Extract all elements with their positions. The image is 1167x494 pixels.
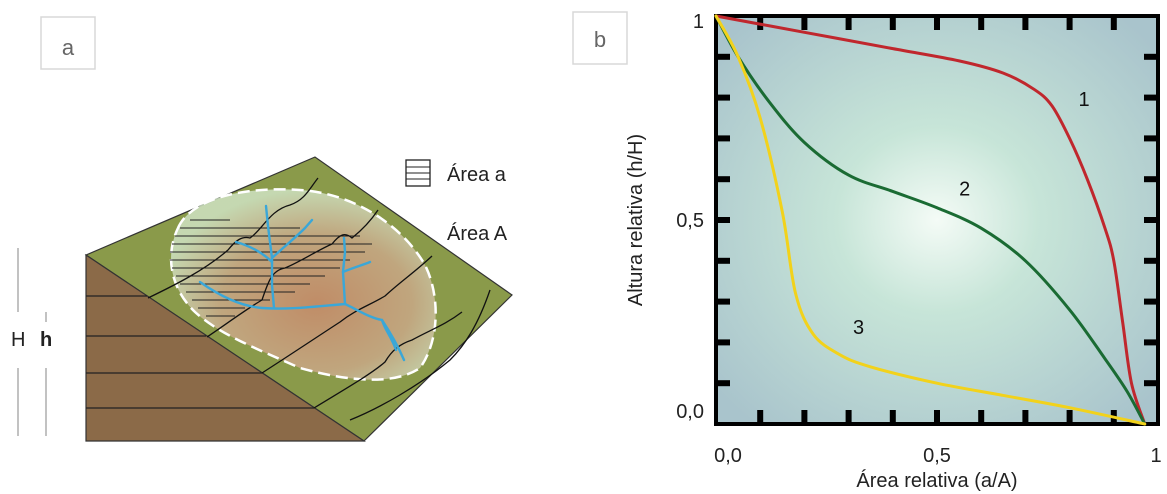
y-tick-label: 1 — [693, 11, 704, 33]
x-axis-title: Área relativa (a/A) — [856, 469, 1017, 492]
panel-a-label: a — [62, 35, 75, 60]
tick-mark-right — [1144, 217, 1158, 223]
panel-b-label: b — [594, 27, 606, 52]
tick-mark-left — [716, 257, 730, 264]
tick-mark-top — [845, 16, 852, 30]
panel-a-label-box — [40, 16, 96, 70]
tick-mark-right — [1144, 94, 1158, 101]
tick-mark-left — [716, 135, 730, 142]
series-labels: 1 2 3 — [853, 89, 1090, 339]
legend-area-a-label: Área a — [447, 163, 507, 186]
tick-mark-bottom — [1066, 410, 1073, 424]
hatched-area-a — [170, 219, 372, 317]
height-h-label: h — [40, 329, 52, 351]
tick-mark-bottom — [889, 410, 896, 424]
tick-mark-right — [1144, 53, 1158, 60]
tick-mark-bottom — [801, 410, 808, 424]
tick-mark-top — [1110, 16, 1117, 30]
tick-mark-right — [1144, 298, 1158, 305]
series-line-3 — [714, 14, 1147, 426]
x-tick-label: 0,0 — [714, 445, 742, 467]
tick-mark-right — [1144, 339, 1158, 346]
tick-mark-left — [716, 53, 730, 60]
tick-mark-bottom — [845, 410, 852, 424]
tick-mark-left — [716, 339, 730, 346]
tick-labels: 0,0 0,5 1 0,0 0,5 1 — [676, 11, 1161, 467]
plot-area — [714, 14, 1160, 426]
tick-mark-right — [1144, 176, 1158, 183]
panel-a: a — [11, 16, 513, 442]
series-label-1: 1 — [1078, 89, 1089, 111]
terrain-strata — [86, 295, 314, 409]
tick-mark-bottom — [757, 410, 764, 424]
series-label-3: 3 — [853, 317, 864, 339]
terrain-side — [85, 253, 366, 442]
contour-lines — [147, 177, 491, 421]
series-line-1 — [714, 14, 1147, 426]
tick-mark-top — [889, 16, 896, 30]
panel-b: b 1 2 3 0,0 0,5 1 0,0 0,5 1 Área relativa (a/A)… — [572, 11, 1162, 492]
tick-mark-top — [1022, 16, 1029, 30]
tick-mark-left — [716, 176, 730, 183]
y-axis-title: Altura relativa (h/H) — [625, 134, 647, 306]
legend-area-a: Área a — [405, 159, 507, 187]
tick-mark-top — [934, 16, 940, 30]
tick-mark-bottom — [1022, 410, 1029, 424]
tick-mark-top — [1066, 16, 1073, 30]
series-layer — [714, 14, 1147, 426]
tick-mark-top — [801, 16, 808, 30]
tick-mark-top — [978, 16, 985, 30]
stream-network — [198, 204, 406, 362]
series-label-2: 2 — [959, 179, 970, 201]
panel-b-label-box — [572, 11, 628, 65]
height-markers — [17, 248, 47, 436]
tick-mark-left — [716, 380, 730, 387]
x-tick-label: 0,5 — [923, 445, 951, 467]
tick-mark-left — [716, 298, 730, 305]
legend-area-big-label: Área A — [447, 222, 508, 245]
height-H-label: H — [11, 329, 25, 351]
tick-mark-right — [1144, 257, 1158, 264]
tick-mark-right — [1144, 135, 1158, 142]
tick-mark-left — [716, 217, 730, 223]
series-line-2 — [714, 14, 1147, 426]
tick-mark-right — [1144, 380, 1158, 387]
x-tick-label: 1 — [1150, 445, 1161, 467]
y-tick-label: 0,5 — [676, 210, 704, 232]
y-tick-label: 0,0 — [676, 401, 704, 423]
tick-mark-left — [716, 94, 730, 101]
tick-mark-bottom — [978, 410, 985, 424]
tick-mark-bottom — [934, 410, 940, 424]
